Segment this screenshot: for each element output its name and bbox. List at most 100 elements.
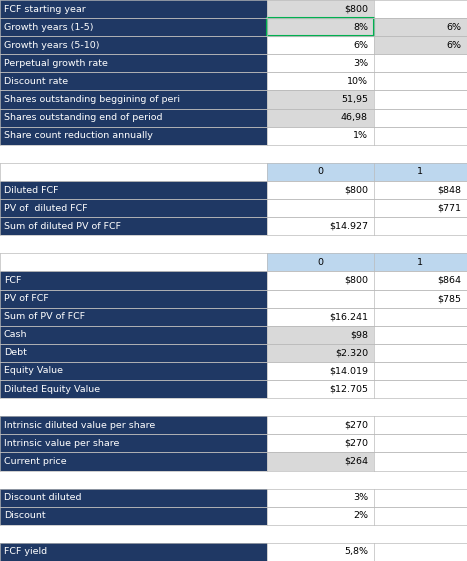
Text: $800: $800 — [344, 4, 368, 13]
Bar — [267, 18, 374, 36]
Text: $864: $864 — [438, 276, 461, 285]
Bar — [0, 452, 267, 471]
Text: 6%: 6% — [446, 41, 461, 50]
Bar — [0, 289, 267, 307]
Bar — [267, 289, 374, 307]
Text: 2%: 2% — [353, 511, 368, 520]
Text: Share count reduction annually: Share count reduction annually — [4, 131, 153, 140]
Bar — [0, 326, 267, 344]
Bar — [267, 489, 374, 507]
Bar — [374, 254, 467, 272]
Text: PV of  diluted FCF: PV of diluted FCF — [4, 204, 87, 213]
Text: 6%: 6% — [446, 22, 461, 31]
Bar — [267, 181, 374, 199]
Bar — [0, 489, 267, 507]
Text: $14.927: $14.927 — [329, 222, 368, 231]
Text: $800: $800 — [344, 276, 368, 285]
Bar — [374, 452, 467, 471]
Text: $16.241: $16.241 — [329, 312, 368, 321]
Text: Growth years (5-10): Growth years (5-10) — [4, 41, 99, 50]
Bar — [267, 254, 374, 272]
Text: 1: 1 — [417, 258, 423, 267]
Bar — [0, 416, 267, 434]
Bar — [267, 109, 374, 127]
Bar — [267, 0, 374, 18]
Text: Diluted Equity Value: Diluted Equity Value — [4, 385, 100, 394]
Bar — [267, 90, 374, 109]
Bar — [0, 307, 267, 326]
Bar — [267, 272, 374, 289]
Text: Growth years (1-5): Growth years (1-5) — [4, 22, 93, 31]
Bar — [0, 127, 267, 145]
Text: $270: $270 — [344, 439, 368, 448]
Bar — [267, 163, 374, 181]
Text: 1: 1 — [417, 167, 423, 176]
Bar — [374, 434, 467, 452]
Text: 10%: 10% — [347, 77, 368, 86]
Text: Discount diluted: Discount diluted — [4, 493, 81, 502]
Bar — [267, 127, 374, 145]
Bar — [374, 18, 467, 36]
Text: $785: $785 — [438, 294, 461, 303]
Text: 3%: 3% — [353, 493, 368, 502]
Text: $270: $270 — [344, 421, 368, 430]
Text: Sum of PV of FCF: Sum of PV of FCF — [4, 312, 85, 321]
Bar — [374, 380, 467, 398]
Text: 1%: 1% — [353, 131, 368, 140]
Bar — [267, 307, 374, 326]
Bar — [0, 344, 267, 362]
Bar — [0, 145, 467, 163]
Text: $800: $800 — [344, 186, 368, 195]
Bar — [374, 90, 467, 109]
Text: 0: 0 — [318, 258, 323, 267]
Bar — [267, 434, 374, 452]
Text: Discount rate: Discount rate — [4, 77, 68, 86]
Bar — [374, 489, 467, 507]
Bar — [0, 181, 267, 199]
Bar — [267, 36, 374, 54]
Text: 0: 0 — [318, 167, 323, 176]
Bar — [0, 362, 267, 380]
Bar — [374, 507, 467, 525]
Bar — [0, 471, 467, 489]
Text: Intrinsic diluted value per share: Intrinsic diluted value per share — [4, 421, 155, 430]
Text: Sum of diluted PV of FCF: Sum of diluted PV of FCF — [4, 222, 121, 231]
Bar — [0, 254, 267, 272]
Bar — [0, 235, 467, 254]
Text: Shares outstanding end of period: Shares outstanding end of period — [4, 113, 162, 122]
Bar — [374, 344, 467, 362]
Text: Diluted FCF: Diluted FCF — [4, 186, 58, 195]
Bar — [0, 380, 267, 398]
Bar — [0, 18, 267, 36]
Bar — [267, 18, 374, 36]
Bar — [0, 199, 267, 217]
Text: Cash: Cash — [4, 330, 27, 339]
Bar — [267, 452, 374, 471]
Bar — [0, 434, 267, 452]
Bar — [0, 0, 267, 18]
Bar — [374, 36, 467, 54]
Bar — [267, 54, 374, 72]
Text: $848: $848 — [438, 186, 461, 195]
Bar — [0, 54, 267, 72]
Bar — [0, 163, 267, 181]
Bar — [374, 0, 467, 18]
Bar — [267, 507, 374, 525]
Text: Current price: Current price — [4, 457, 66, 466]
Text: Equity Value: Equity Value — [4, 366, 63, 375]
Bar — [374, 217, 467, 235]
Text: 46,98: 46,98 — [341, 113, 368, 122]
Bar — [374, 163, 467, 181]
Bar — [0, 543, 267, 561]
Bar — [374, 289, 467, 307]
Bar — [267, 344, 374, 362]
Bar — [374, 181, 467, 199]
Text: 8%: 8% — [353, 22, 368, 31]
Text: $2.320: $2.320 — [335, 348, 368, 357]
Bar — [267, 72, 374, 90]
Text: $14.019: $14.019 — [329, 366, 368, 375]
Text: Shares outstanding beggining of peri: Shares outstanding beggining of peri — [4, 95, 180, 104]
Text: FCF: FCF — [4, 276, 21, 285]
Text: $771: $771 — [438, 204, 461, 213]
Text: 5,8%: 5,8% — [344, 548, 368, 557]
